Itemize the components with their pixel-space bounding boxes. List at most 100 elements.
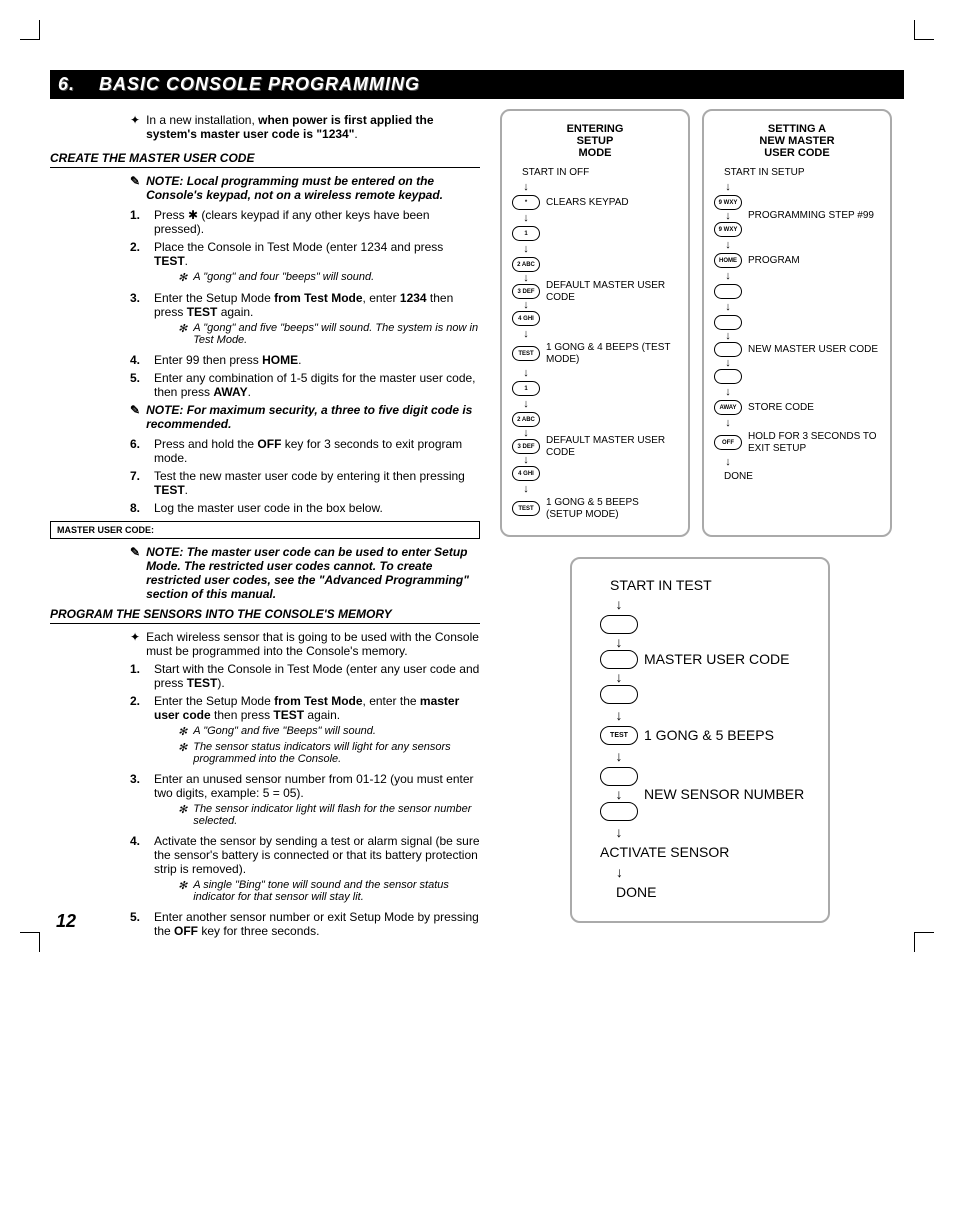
arrow-down-icon: ↓: [600, 748, 638, 764]
keypad-key: HOME: [714, 253, 742, 268]
diagram-setting-code: SETTING ANEW MASTERUSER CODE START IN SE…: [702, 109, 892, 537]
arrow-down-icon: ↓: [714, 270, 742, 282]
arrow-down-icon: ↓: [616, 864, 623, 880]
steps-list: 1.Start with the Console in Test Mode (e…: [130, 662, 480, 938]
asterisk-icon: ✻: [178, 322, 187, 346]
flow-label: MASTER USER CODE: [644, 651, 789, 667]
step-number: 2.: [130, 240, 148, 287]
arrow-down-icon: ↓: [512, 367, 540, 379]
arrow-down-icon: ↓: [512, 427, 540, 439]
step-subnote: ✻The sensor status indicators will light…: [178, 741, 480, 765]
flow-label: 1 GONG & 5 BEEPS (SETUP MODE): [546, 497, 678, 520]
diamond-icon: ✦: [130, 630, 140, 658]
step-text: Place the Console in Test Mode (enter 12…: [154, 240, 480, 268]
left-column: ✦ In a new installation, when power is f…: [50, 109, 480, 942]
arrow-down-icon: ↓: [512, 328, 540, 340]
note-restricted-codes: ✎ NOTE: The master user code can be used…: [130, 545, 480, 601]
step-item: 7.Test the new master user code by enter…: [130, 469, 480, 497]
diamond-icon: ✦: [130, 113, 140, 141]
keypad-key: [600, 802, 638, 821]
step-item: 8. Log the master user code in the box be…: [130, 501, 480, 515]
keypad-key: 4 GHI: [512, 311, 540, 326]
step-item: 2.Place the Console in Test Mode (enter …: [130, 240, 480, 287]
asterisk-icon: ✻: [178, 271, 187, 284]
flow-start: START IN TEST: [610, 577, 810, 593]
pencil-icon: ✎: [130, 174, 140, 202]
keypad-key: TEST: [512, 501, 540, 516]
arrow-down-icon: ↓: [714, 417, 742, 429]
keypad-key: [600, 650, 638, 669]
keypad-key: 2 ABC: [512, 257, 540, 272]
step-item: 6.Press and hold the OFF key for 3 secon…: [130, 437, 480, 465]
arrow-down-icon: ↓: [512, 181, 540, 193]
subheading-create-code: CREATE THE MASTER USER CODE: [50, 151, 480, 168]
arrow-down-icon: ↓: [512, 272, 540, 284]
diagram-title: SETTING ANEW MASTERUSER CODE: [714, 123, 880, 159]
asterisk-icon: ✻: [178, 803, 187, 827]
arrow-down-icon: ↓: [714, 210, 742, 222]
keypad-key: [714, 342, 742, 357]
keypad-key: 3 DEF: [512, 439, 540, 454]
asterisk-icon: ✻: [178, 741, 187, 765]
flow-label: NEW SENSOR NUMBER: [644, 786, 804, 802]
step-item: 4.Enter 99 then press HOME.: [130, 353, 480, 367]
flow-label: PROGRAMMING STEP #99: [748, 210, 874, 222]
arrow-down-icon: ↓: [600, 596, 638, 612]
arrow-down-icon: ↓: [714, 386, 742, 398]
arrow-down-icon: ↓: [600, 707, 638, 723]
step-number: 1.: [130, 662, 148, 690]
step-subnote: ✻The sensor indicator light will flash f…: [178, 803, 480, 827]
keypad-key: OFF: [714, 435, 742, 450]
section-header: 6. BASIC CONSOLE PROGRAMMING: [50, 70, 904, 99]
arrow-down-icon: ↓: [512, 398, 540, 410]
steps-list: 1.Press ✱ (clears keypad if any other ke…: [130, 208, 480, 399]
diagram-entering-setup: ENTERINGSETUPMODE START IN OFF ↓*CLEARS …: [500, 109, 690, 537]
step-text: Activate the sensor by sending a test or…: [154, 834, 480, 876]
step-subnote: ✻A "Gong" and five "Beeps" will sound.: [178, 725, 480, 738]
step-number: 8.: [130, 501, 148, 515]
step-subnote: ✻A "gong" and five "beeps" will sound. T…: [178, 322, 480, 346]
flow-label: STORE CODE: [748, 402, 814, 414]
keypad-key: 2 ABC: [512, 412, 540, 427]
flow-label: NEW MASTER USER CODE: [748, 344, 878, 356]
step-item: 5.Enter any combination of 1-5 digits fo…: [130, 371, 480, 399]
keypad-key: 1: [512, 381, 540, 396]
page-number: 12: [56, 911, 76, 932]
arrow-down-icon: ↓: [600, 634, 638, 650]
flow-label: CLEARS KEYPAD: [546, 197, 629, 209]
keypad-key: 9 WXY: [714, 195, 742, 210]
arrow-down-icon: ↓: [714, 330, 742, 342]
crop-mark: [914, 20, 934, 40]
step-text: Log the master user code in the box belo…: [154, 501, 480, 515]
crop-mark: [20, 20, 40, 40]
step-item: 4.Activate the sensor by sending a test …: [130, 834, 480, 906]
pencil-icon: ✎: [130, 403, 140, 431]
keypad-key: AWAY: [714, 400, 742, 415]
asterisk-icon: ✻: [178, 879, 187, 903]
arrow-down-icon: ↓: [512, 299, 540, 311]
keypad-key: [714, 369, 742, 384]
keypad-key: [600, 685, 638, 704]
right-column: ENTERINGSETUPMODE START IN OFF ↓*CLEARS …: [500, 109, 900, 942]
step-text: Enter the Setup Mode from Test Mode, ent…: [154, 291, 480, 319]
keypad-key: *: [512, 195, 540, 210]
section-number: 6.: [58, 74, 75, 94]
step-item: 5.Enter another sensor number or exit Se…: [130, 910, 480, 938]
step-text: Enter an unused sensor number from 01-12…: [154, 772, 480, 800]
step-number: 4.: [130, 834, 148, 906]
step-text: Start with the Console in Test Mode (ent…: [154, 662, 480, 690]
step-item: 2.Enter the Setup Mode from Test Mode, e…: [130, 694, 480, 768]
step-item: 3.Enter an unused sensor number from 01-…: [130, 772, 480, 830]
step-number: 5.: [130, 371, 148, 399]
flow-label: HOLD FOR 3 SECONDS TO EXIT SETUP: [748, 431, 880, 454]
keypad-key: TEST: [600, 726, 638, 745]
step-number: 6.: [130, 437, 148, 465]
diagram-title: ENTERINGSETUPMODE: [512, 123, 678, 159]
step-subnote: ✻A single "Bing" tone will sound and the…: [178, 879, 480, 903]
intro-text: In a new installation, when power is fir…: [146, 113, 480, 141]
arrow-down-icon: ↓: [714, 301, 742, 313]
step-item: 1.Press ✱ (clears keypad if any other ke…: [130, 208, 480, 236]
step-text: Enter 99 then press HOME.: [154, 353, 480, 367]
keypad-key: [714, 284, 742, 299]
note-security: ✎ NOTE: For maximum security, a three to…: [130, 403, 480, 431]
